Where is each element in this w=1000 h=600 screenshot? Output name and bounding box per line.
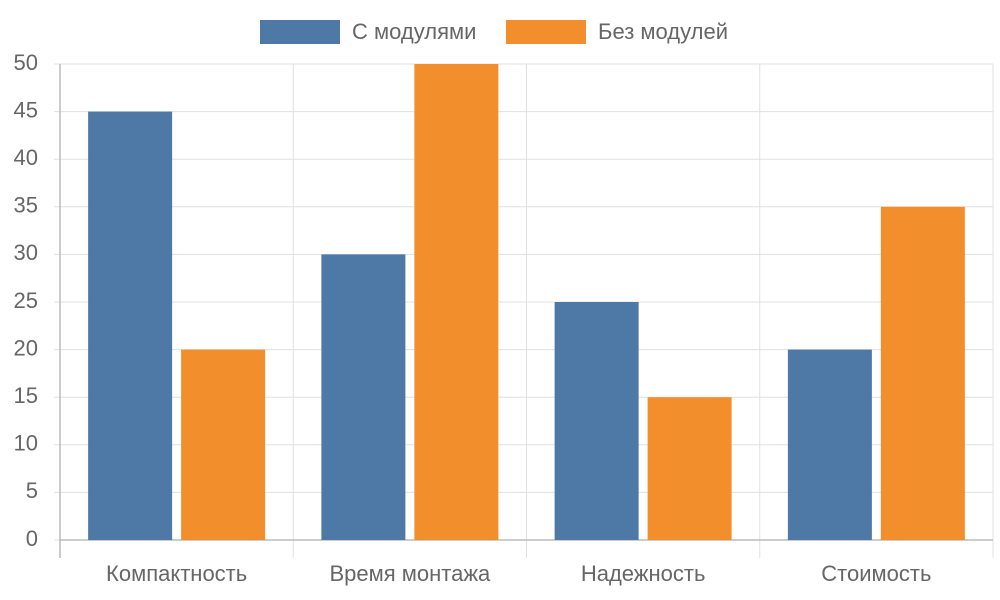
x-tick-label: Время монтажа — [329, 561, 491, 586]
y-tick-label: 20 — [14, 335, 38, 360]
y-tick-label: 25 — [14, 288, 38, 313]
y-tick-label: 5 — [26, 478, 38, 503]
x-tick-label: Компактность — [106, 561, 247, 586]
bar — [787, 349, 872, 540]
legend-swatch[interactable] — [506, 20, 586, 44]
legend-label[interactable]: С модулями — [352, 19, 476, 44]
bar — [880, 206, 965, 541]
x-tick-label: Надежность — [581, 561, 706, 586]
y-tick-label: 10 — [14, 431, 38, 456]
bar — [181, 349, 266, 540]
legend-swatch[interactable] — [260, 20, 340, 44]
legend-label[interactable]: Без модулей — [598, 19, 728, 44]
y-tick-label: 15 — [14, 383, 38, 408]
bar — [554, 302, 639, 540]
y-tick-label: 30 — [14, 240, 38, 265]
y-tick-label: 35 — [14, 193, 38, 218]
bar — [88, 111, 173, 540]
y-tick-label: 50 — [14, 50, 38, 75]
bar — [647, 397, 732, 540]
bar — [414, 64, 499, 540]
bar — [321, 254, 406, 540]
y-tick-label: 45 — [14, 97, 38, 122]
x-tick-label: Стоимость — [821, 561, 931, 586]
y-tick-label: 0 — [26, 526, 38, 551]
y-tick-label: 40 — [14, 145, 38, 170]
